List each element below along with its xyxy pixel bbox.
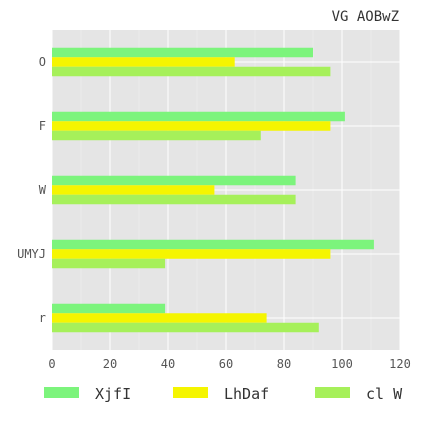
bar-cl-W-W bbox=[52, 194, 296, 205]
x-tick-label: 0 bbox=[48, 357, 55, 371]
legend: XjfI LhDaf cl W bbox=[44, 385, 403, 403]
y-axis-labels: O F W UMYJ r bbox=[17, 55, 47, 325]
x-tick-label: 60 bbox=[219, 357, 233, 371]
bar-LhDaf-O bbox=[52, 57, 235, 67]
x-tick-label: 40 bbox=[161, 357, 175, 371]
y-tick-label: r bbox=[39, 311, 46, 325]
bar-cl-W-F bbox=[52, 130, 261, 141]
x-tick-label: 100 bbox=[331, 357, 353, 371]
bar-cl-W-UMYJ bbox=[52, 258, 166, 269]
x-tick-label: 20 bbox=[103, 357, 117, 371]
bar-XjfI-r bbox=[52, 303, 166, 314]
bar-LhDaf-W bbox=[52, 185, 215, 195]
bar-LhDaf-F bbox=[52, 121, 331, 131]
legend-swatch-cl-W bbox=[315, 387, 350, 398]
legend-label-LhDaf: LhDaf bbox=[224, 385, 269, 403]
bar-XjfI-W bbox=[52, 175, 296, 186]
y-tick-label: O bbox=[39, 55, 46, 69]
x-tick-label: 80 bbox=[277, 357, 291, 371]
chart-title: VG AOBwZ bbox=[332, 9, 399, 25]
x-tick-label: 120 bbox=[389, 357, 411, 371]
legend-label-XjfI: XjfI bbox=[95, 385, 131, 403]
bars bbox=[52, 47, 374, 333]
bar-XjfI-F bbox=[52, 111, 345, 122]
y-tick-label: UMYJ bbox=[17, 247, 46, 261]
bar-cl-W-r bbox=[52, 322, 319, 333]
bar-XjfI-O bbox=[52, 47, 313, 58]
bar-LhDaf-r bbox=[52, 313, 267, 323]
bar-LhDaf-UMYJ bbox=[52, 249, 331, 259]
legend-swatch-XjfI bbox=[44, 387, 79, 398]
bar-cl-W-O bbox=[52, 66, 331, 77]
legend-label-cl-W: cl W bbox=[366, 385, 403, 403]
x-axis-labels: 0 20 40 60 80 100 120 bbox=[48, 357, 410, 371]
y-tick-label: W bbox=[39, 183, 47, 197]
legend-swatch-LhDaf bbox=[173, 387, 208, 398]
bar-XjfI-UMYJ bbox=[52, 239, 374, 250]
y-tick-label: F bbox=[39, 119, 46, 133]
